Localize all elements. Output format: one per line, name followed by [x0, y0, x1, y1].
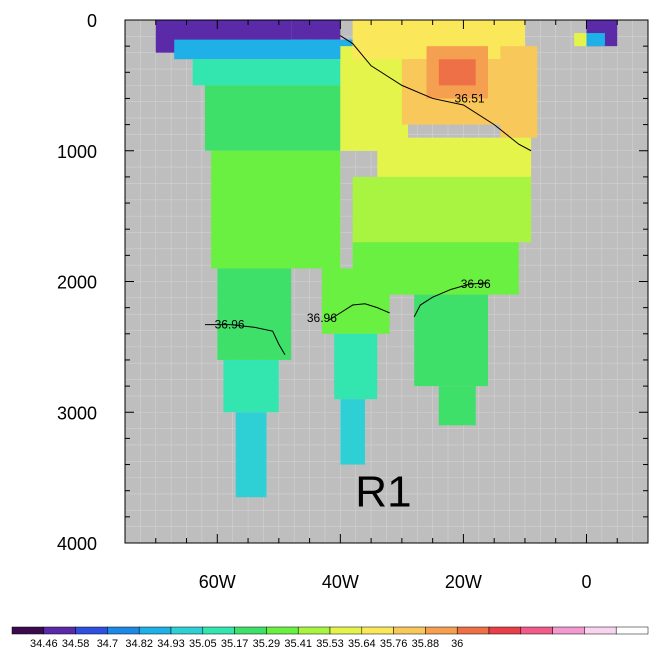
colorbar: 34.46 34.58 34.7 34.82 34.93 35.05 35.17 35.29 3… [11, 626, 649, 650]
heatmap-cell [352, 176, 532, 243]
colorbar-swatch [266, 626, 299, 635]
colorbar-swatch [615, 626, 649, 635]
region-label: R1 [355, 467, 411, 516]
heatmap-cell [223, 359, 279, 413]
heatmap-cell [438, 386, 476, 426]
heatmap-cell [340, 399, 365, 465]
heatmap-cell [414, 294, 489, 387]
heatmap-cell [574, 33, 587, 47]
heatmap-cell [235, 412, 267, 498]
y-tick-label: 4000 [57, 534, 97, 554]
colorbar-label: 35.64 [348, 638, 376, 650]
heatmap-cells [155, 20, 618, 498]
colorbar-swatch [107, 626, 140, 635]
heatmap-cell [211, 150, 341, 269]
colorbar-swatch [425, 626, 458, 635]
heatmap-cell [334, 333, 378, 400]
colorbar-label: 36 [451, 638, 463, 650]
colorbar-swatch [202, 626, 235, 635]
contour-line [327, 303, 390, 322]
colorbar-label: 34.7 [97, 638, 118, 650]
x-tick-label: 20W [445, 572, 482, 592]
colorbar-swatch [43, 626, 76, 635]
colorbar-swatch [488, 626, 522, 635]
contour-label: 36.96 [307, 311, 337, 325]
colorbar-label: 34.46 [30, 638, 58, 650]
colorbar-label: 35.29 [253, 638, 281, 650]
y-tick-label: 2000 [57, 273, 97, 293]
x-axis: 60W 40W 20W 0 [155, 20, 618, 592]
colorbar-swatch [329, 626, 363, 635]
colorbar-swatch [520, 626, 553, 635]
contour-line [204, 324, 286, 355]
colorbar-label: 35.53 [316, 638, 344, 650]
colorbar-swatch [393, 626, 426, 635]
colorbar-label: 34.93 [157, 638, 185, 650]
y-tick-label: 0 [87, 11, 97, 31]
contour-line [413, 282, 489, 318]
colorbar-label: 34.58 [62, 638, 90, 650]
heatmap-cell [174, 39, 353, 60]
contour-label: 36.96 [215, 318, 245, 332]
heatmap-cell [291, 20, 341, 40]
colorbar-label: 35.88 [412, 638, 440, 650]
x-tick-label: 0 [581, 572, 591, 592]
colorbar-label: 35.76 [380, 638, 408, 650]
contour-label: 36.96 [461, 277, 491, 291]
colorbar-swatch [297, 626, 331, 635]
colorbar-swatch [75, 626, 108, 635]
colorbar-swatch [234, 626, 267, 635]
heatmap-cell [438, 59, 476, 86]
colorbar-swatch [552, 626, 585, 635]
colorbar-swatch [138, 626, 172, 635]
colorbar-label: 35.17 [221, 638, 249, 650]
heatmap-cell [352, 242, 519, 295]
contour-lines: 36.51 36.96 36.96 36.96 [204, 35, 532, 355]
colorbar-label: 35.05 [189, 638, 217, 650]
colorbar-label: 34.82 [125, 638, 153, 650]
colorbar-swatch [361, 626, 394, 635]
contour-line [340, 35, 532, 152]
colorbar-swatch [170, 626, 204, 635]
y-tick-label: 1000 [57, 142, 97, 162]
colorbar-swatch [584, 626, 617, 635]
heatmap-cell [500, 46, 538, 138]
y-axis: 0 1000 2000 3000 4000 [57, 11, 648, 554]
colorbar-label: 35.41 [284, 638, 312, 650]
heatmap-cell [340, 46, 409, 151]
heatmap-cell [586, 33, 605, 47]
heatmap-cell [192, 59, 341, 86]
colorbar-swatch [11, 626, 45, 635]
x-tick-label: 40W [322, 572, 359, 592]
contour-label: 36.51 [455, 91, 485, 105]
heatmap-cell [377, 137, 532, 177]
x-tick-label: 60W [199, 572, 236, 592]
y-tick-label: 3000 [57, 403, 97, 423]
heatmap-cell [204, 85, 341, 151]
colorbar-swatch [456, 626, 490, 635]
